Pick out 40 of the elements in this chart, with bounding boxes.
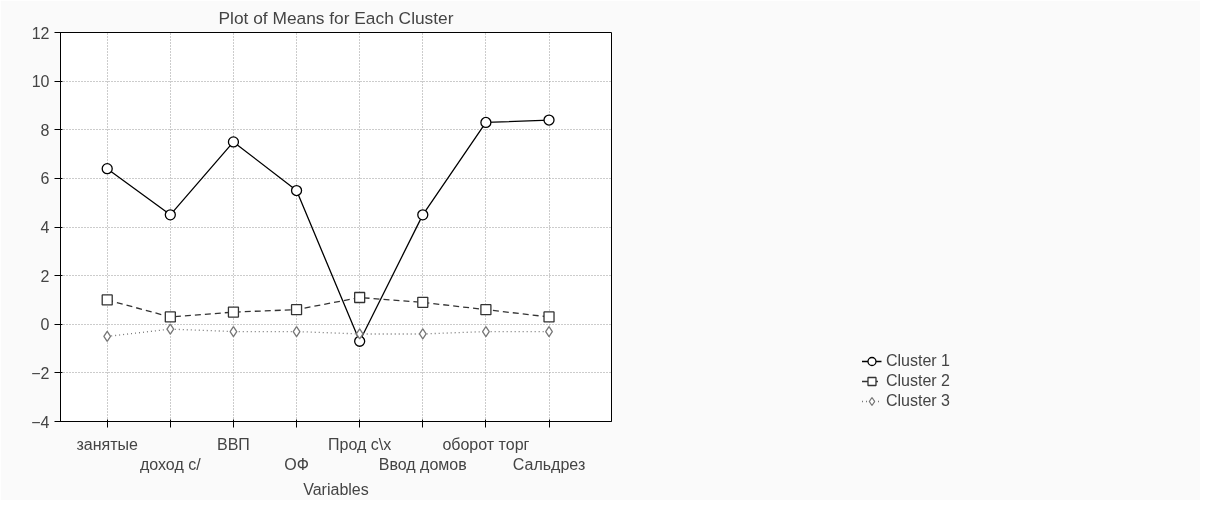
y-tick-label: 6 <box>40 170 50 188</box>
point <box>480 304 492 316</box>
x-tick-label: оборот торг <box>442 435 530 453</box>
x-tick-label: занятые <box>76 435 139 453</box>
y-tick-label: 8 <box>40 121 50 139</box>
point <box>164 209 176 221</box>
point <box>164 311 176 323</box>
chart-title: Plot of Means for Each Cluster <box>218 7 454 28</box>
y-tick-label: 12 <box>31 24 50 42</box>
x-tick-label: ВВП <box>217 435 250 453</box>
y-tick-label: 2 <box>40 267 50 285</box>
point <box>101 294 113 306</box>
y-tick-label: 0 <box>40 316 50 334</box>
y-tick-label: 10 <box>31 73 50 91</box>
legend-label: Cluster 2 <box>885 372 951 390</box>
x-tick-label: Сальдрез <box>512 455 586 473</box>
legend-label: Cluster 3 <box>885 392 951 410</box>
legend-label: Cluster 1 <box>885 352 951 370</box>
point <box>480 116 492 129</box>
point <box>101 163 113 175</box>
y-tick-label: −4 <box>31 413 50 431</box>
point <box>417 296 429 309</box>
point <box>227 136 240 148</box>
point <box>543 114 555 126</box>
point <box>166 323 175 335</box>
x-tick-label: доход с/ <box>140 455 202 473</box>
point <box>418 328 427 340</box>
x-tick-label: Прод с\х <box>328 435 392 453</box>
x-tick-label: ОФ <box>284 455 309 473</box>
point <box>354 291 366 304</box>
point <box>290 184 303 197</box>
x-tick-label: Ввод домов <box>378 455 467 473</box>
y-tick-label: 4 <box>40 219 50 236</box>
point <box>543 311 555 323</box>
point <box>355 328 364 340</box>
y-tick-label: −2 <box>31 364 50 382</box>
point <box>290 304 303 316</box>
point <box>227 306 240 318</box>
x-axis-title: Variables <box>303 480 369 498</box>
point <box>417 209 429 221</box>
